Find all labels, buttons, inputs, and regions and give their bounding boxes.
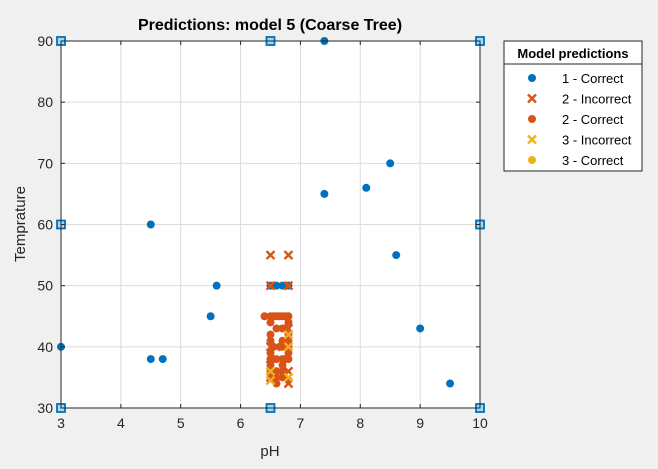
legend-marker-3-incorrect	[527, 134, 537, 145]
point-2-correct	[284, 355, 293, 364]
point-3-incorrect	[283, 329, 294, 340]
point-2-correct	[272, 355, 281, 364]
point-2-correct	[284, 318, 293, 327]
point-1-correct	[146, 220, 155, 229]
point-1-correct	[278, 281, 287, 290]
legend[interactable]: Model predictions 1 - Correct 2 - Incorre…	[503, 40, 643, 172]
point-2-incorrect	[283, 250, 294, 260]
point-2-correct	[284, 348, 293, 357]
point-1-correct	[416, 324, 425, 333]
point-2-correct	[272, 367, 281, 376]
y-tick-label: 40	[37, 339, 53, 355]
point-2-correct	[284, 312, 293, 321]
point-2-correct	[266, 318, 275, 327]
point-2-correct	[272, 379, 281, 388]
point-2-correct	[278, 324, 287, 333]
point-1-correct	[392, 251, 401, 260]
y-tick-label: 70	[37, 155, 53, 171]
point-1-correct	[146, 355, 155, 364]
x-stroke	[527, 93, 537, 104]
point-1-correct	[206, 312, 215, 321]
point-2-correct	[272, 373, 281, 382]
point-2-correct	[278, 336, 287, 345]
y-tick-label: 60	[37, 217, 53, 233]
x-axis-label: pH	[260, 443, 279, 460]
point-2-correct	[284, 336, 293, 345]
point-2-correct	[266, 330, 275, 339]
legend-marker-2-correct	[528, 115, 536, 123]
x-stroke	[265, 366, 276, 377]
point-1-correct	[158, 355, 167, 364]
legend-label: 2 - Incorrect	[562, 92, 632, 107]
x-stroke	[283, 372, 294, 383]
legend-entry-3-incorrect[interactable]: 3 - Incorrect	[527, 133, 632, 148]
point-2-incorrect	[265, 280, 276, 291]
legend-label: 3 - Correct	[562, 153, 624, 168]
point-1-correct	[446, 379, 455, 388]
point-3-incorrect	[265, 366, 276, 377]
x-stroke	[265, 375, 276, 386]
y-tick-label: 80	[37, 94, 53, 110]
x-stroke	[283, 341, 294, 352]
legend-entry-1-correct[interactable]: 1 - Correct	[528, 71, 624, 86]
ticks-layer: 3 4 5 6 7 8 9 10 30 40 50 60 70 80 90	[37, 33, 488, 431]
x-tick-label: 6	[237, 415, 245, 431]
point-1-correct	[272, 281, 281, 290]
legend-entry-2-correct[interactable]: 2 - Correct	[528, 112, 624, 127]
y-tick-label: 30	[37, 400, 53, 416]
y-tick-label: 90	[37, 33, 53, 49]
x-stroke	[527, 134, 537, 145]
x-tick-label: 8	[356, 415, 364, 431]
legend-title: Model predictions	[517, 46, 628, 61]
legend-box	[503, 40, 643, 172]
y-axis-label: Temprature	[12, 186, 29, 262]
point-1-correct	[386, 159, 395, 168]
point-3-incorrect	[283, 341, 294, 352]
legend-label: 3 - Incorrect	[562, 133, 632, 148]
point-2-incorrect	[283, 280, 294, 291]
legend-entries: 1 - Correct 2 - Incorrect 2 - Correct 3 - I…	[527, 71, 632, 168]
legend-marker-2-incorrect	[527, 93, 537, 104]
point-2-correct	[269, 342, 278, 351]
x-stroke	[283, 329, 294, 340]
legend-entry-2-incorrect[interactable]: 2 - Incorrect	[527, 92, 632, 107]
x-stroke	[265, 280, 276, 291]
point-2-correct	[278, 361, 287, 370]
legend-label: 2 - Correct	[562, 112, 624, 127]
point-2-correct	[266, 336, 275, 345]
point-2-correct	[266, 361, 275, 370]
legend-entry-3-correct[interactable]: 3 - Correct	[528, 153, 624, 168]
point-1-correct	[362, 183, 371, 192]
x-stroke	[283, 250, 294, 260]
y-tick-label: 50	[37, 278, 53, 294]
x-tick-label: 3	[57, 415, 65, 431]
legend-marker-1-correct	[528, 74, 536, 82]
point-2-correct	[278, 367, 287, 376]
point-1-correct	[212, 281, 221, 290]
legend-label: 1 - Correct	[562, 71, 624, 86]
x-stroke	[283, 280, 294, 291]
point-2-correct	[278, 373, 287, 382]
point-2-correct	[266, 348, 275, 357]
x-stroke	[265, 250, 276, 260]
chart-title: Predictions: model 5 (Coarse Tree)	[138, 17, 402, 34]
x-tick-label: 5	[177, 415, 185, 431]
point-1-correct	[320, 189, 329, 198]
legend-marker-3-correct	[528, 156, 536, 164]
x-tick-label: 7	[297, 415, 305, 431]
point-3-incorrect	[265, 375, 276, 386]
point-2-correct	[260, 312, 269, 321]
x-tick-label: 4	[117, 415, 125, 431]
point-2-incorrect	[265, 250, 276, 260]
x-tick-label: 10	[472, 415, 488, 431]
point-2-correct	[272, 324, 281, 333]
x-tick-label: 9	[416, 415, 424, 431]
point-3-incorrect	[283, 372, 294, 383]
